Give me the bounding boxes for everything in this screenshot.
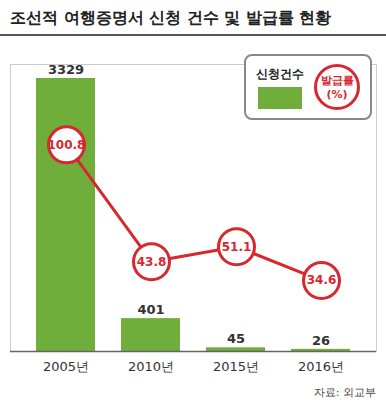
svg-text:2005년: 2005년 [43, 359, 89, 374]
html-text:자료: 외교부: 자료: 외교부 [313, 386, 376, 399]
svg-text:45: 45 [227, 331, 245, 346]
svg-text:51.1: 51.1 [222, 240, 252, 254]
svg-text:2016년: 2016년 [298, 359, 344, 374]
svg-text:100.8: 100.8 [48, 138, 86, 152]
html-text:조선적 여행증명서 신청 건수 및 발급률 현황: 조선적 여행증명서 신청 건수 및 발급률 현황 [10, 8, 332, 27]
svg-text:2015년: 2015년 [213, 359, 259, 374]
html-text:신청건수: 신청건수 [256, 66, 304, 81]
svg-text:26: 26 [312, 333, 330, 348]
svg-text:2010년: 2010년 [128, 359, 174, 374]
svg-text:3329: 3329 [48, 62, 84, 77]
svg-text:401: 401 [137, 302, 164, 317]
svg-text:43.8: 43.8 [137, 255, 167, 269]
html-text:발급률 (%): 발급률 (%) [320, 74, 354, 101]
svg-text:34.6: 34.6 [307, 273, 337, 287]
